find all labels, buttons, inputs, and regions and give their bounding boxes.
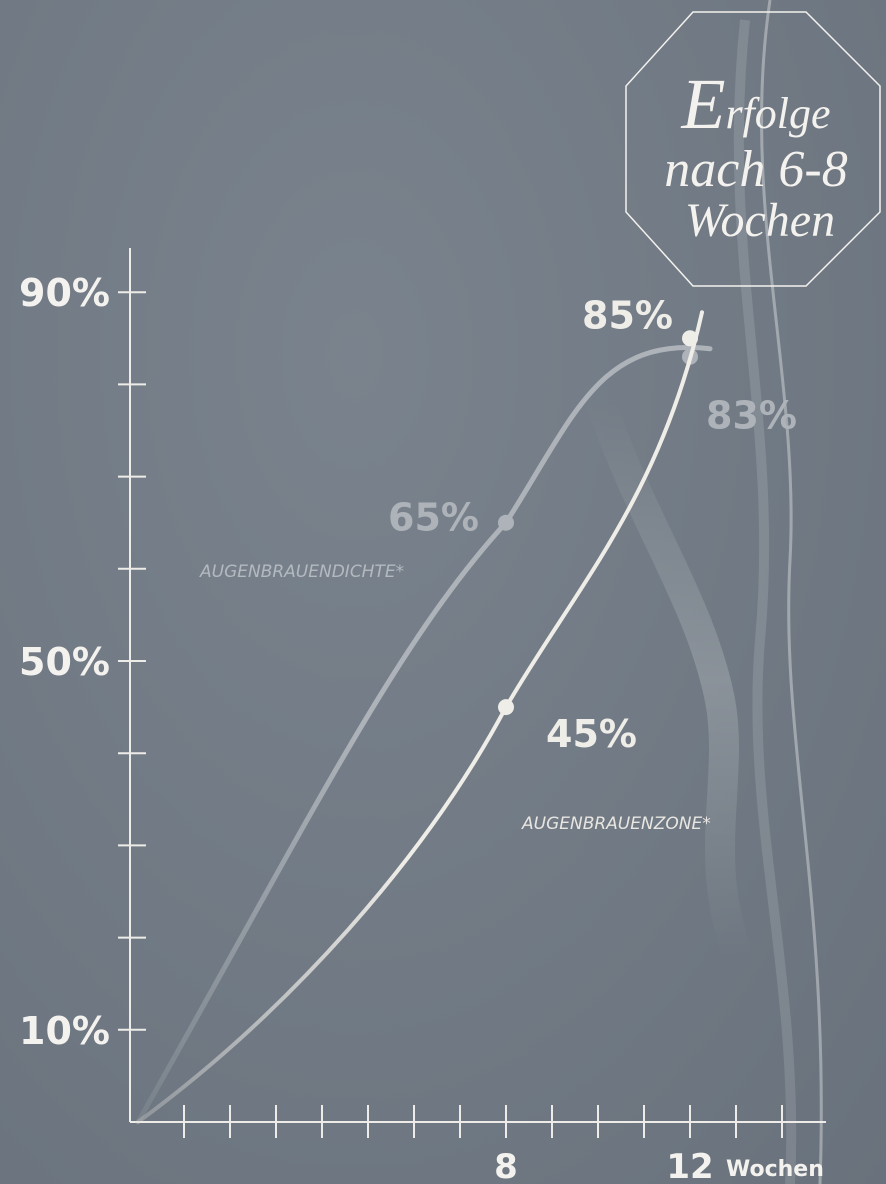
x-unit-label: Wochen xyxy=(726,1157,824,1182)
data-label: 65% xyxy=(388,496,479,540)
badge-initial: E xyxy=(680,64,725,144)
badge-line1: rfolge xyxy=(725,89,830,138)
smoke-decoration xyxy=(585,0,823,1184)
series-line xyxy=(135,345,713,1125)
data-label: 85% xyxy=(582,293,673,337)
y-tick-label: 50% xyxy=(19,640,110,684)
series-name-label: AUGENBRAUENZONE* xyxy=(521,814,711,834)
data-point xyxy=(498,514,514,531)
badge-line2: nach 6-8 xyxy=(664,141,847,198)
series-name-label: AUGENBRAUENDICHTE* xyxy=(199,562,404,582)
y-tick-label: 10% xyxy=(19,1009,110,1053)
x-tick-label: 8 xyxy=(494,1147,518,1184)
octagon-badge-shape xyxy=(625,11,881,287)
data-point xyxy=(498,699,514,716)
data-label: 45% xyxy=(546,712,637,756)
x-tick-label: 12 xyxy=(666,1147,713,1184)
results-badge: Erfolge nach 6-8 Wochen xyxy=(625,11,881,287)
data-label: 83% xyxy=(706,394,797,438)
y-tick-label: 90% xyxy=(19,271,110,315)
badge-line3: Wochen xyxy=(685,194,835,247)
axes: 10% 50% 90% 8 12 Wochen xyxy=(19,248,826,1184)
data-point xyxy=(682,330,698,347)
svg-text:Erfolge: Erfolge xyxy=(680,64,830,144)
